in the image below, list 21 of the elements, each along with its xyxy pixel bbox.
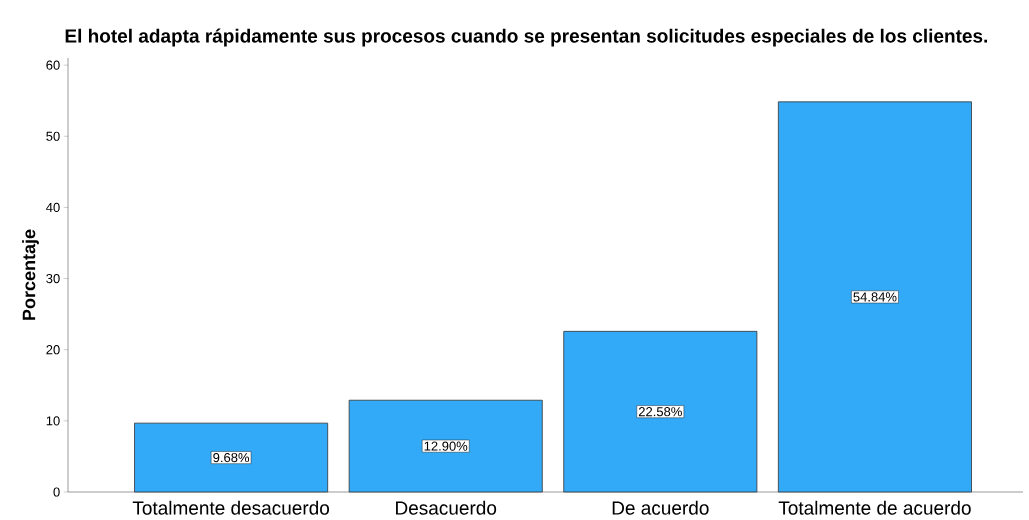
data-label: 22.58%	[638, 407, 682, 417]
y-tick-label: 50	[46, 131, 60, 141]
bar	[348, 399, 543, 493]
x-tick-label: De acuerdo	[612, 500, 709, 515]
x-tick-label: Totalmente de acuerdo	[778, 500, 971, 515]
data-label: 9.68%	[213, 452, 250, 463]
y-tick-label: 20	[46, 345, 60, 355]
y-tick-label: 0	[53, 487, 60, 497]
bar	[563, 330, 758, 493]
data-label: 12.90%	[424, 441, 468, 451]
data-label: 54.84%	[853, 292, 897, 302]
y-tick-label: 30	[46, 273, 60, 284]
bar	[134, 422, 329, 493]
x-tick-label: Totalmente desacuerdo	[132, 500, 330, 515]
y-tick-label: 40	[46, 202, 60, 213]
x-tick-label: Desacuerdo	[396, 500, 497, 515]
bar	[777, 101, 972, 493]
y-tick-label: 60	[46, 60, 60, 70]
y-tick-label: 10	[46, 416, 60, 426]
y-axis-title: Porcentaje	[22, 229, 39, 320]
chart-title: El hotel adapta rápidamente sus procesos cuando se presentan solicitudes especiales de los clientes.	[65, 28, 988, 47]
